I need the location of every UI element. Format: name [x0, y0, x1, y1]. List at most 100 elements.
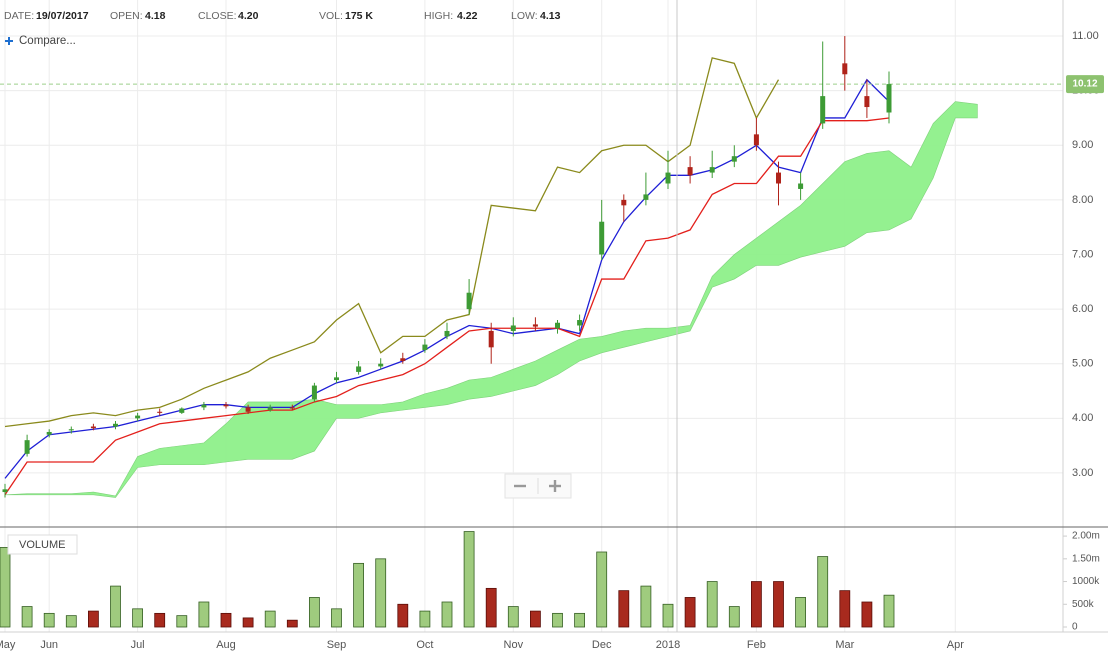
candle-body: [577, 320, 583, 326]
volume-tick-label: 500k: [1072, 599, 1095, 610]
indicator-line: [4, 117, 890, 496]
candle-body: [864, 96, 870, 108]
field-label: OPEN:: [110, 10, 143, 22]
volume-bar: [773, 581, 784, 628]
toolbar: DATE: 19/07/2017 OPEN: 4.18 CLOSE: 4.20 VOL: 17…: [4, 10, 561, 22]
volume-bar: [0, 547, 11, 628]
candle-body: [643, 194, 649, 200]
volume-bar: [706, 581, 718, 628]
field-value: 19/07/2017: [36, 10, 89, 22]
field-label: CLOSE:: [198, 10, 237, 22]
candle-body: [90, 426, 96, 429]
candle-body: [223, 404, 229, 407]
candle-body: [334, 377, 339, 381]
volume-tick-label: 1000k: [1072, 576, 1100, 587]
candle-body: [665, 172, 671, 184]
candle-body: [356, 366, 362, 372]
x-tick-label: Dec: [592, 639, 612, 651]
candle-body: [798, 183, 804, 189]
candle-body: [555, 322, 560, 329]
volume-bar: [397, 603, 409, 628]
last-price-label: 10.12: [1072, 79, 1097, 90]
candle-body: [444, 330, 450, 337]
volume-bar: [308, 597, 320, 628]
last-price-tag: [1066, 75, 1104, 94]
zoom-controls: [504, 473, 572, 499]
volume-bar: [353, 562, 365, 628]
candle-body: [157, 411, 163, 413]
field-value: 4.22: [457, 10, 478, 22]
cloud: [4, 101, 978, 498]
volume-bar: [463, 531, 475, 628]
volume-plot: [0, 531, 895, 628]
x-tick-label: Jul: [131, 639, 145, 651]
indicator-line: [4, 57, 780, 428]
y-tick-label: 9.00: [1072, 139, 1093, 151]
candle-body: [201, 404, 207, 408]
volume-label: VOLUME: [19, 539, 65, 551]
y-tick-label: 7.00: [1072, 248, 1093, 260]
volume-bar: [154, 612, 166, 628]
axes: 3.004.005.006.007.008.009.0010.0011.0005…: [0, 30, 1104, 651]
volume-bar: [795, 597, 806, 628]
candle-body: [532, 324, 538, 327]
candle-body: [24, 440, 30, 454]
volume-bar: [242, 617, 254, 628]
y-tick-label: 11.00: [1072, 30, 1099, 42]
volume-bar: [596, 551, 608, 628]
candle-body: [776, 172, 781, 184]
x-tick-label: Oct: [416, 639, 433, 651]
volume-bar: [375, 558, 387, 628]
candle-body: [113, 423, 118, 427]
candle-body: [709, 167, 715, 173]
volume-bar: [88, 610, 99, 628]
volume-bar: [485, 587, 497, 628]
candle-body: [466, 292, 472, 310]
candle-body: [400, 358, 406, 361]
volume-bar: [132, 608, 144, 628]
compare-label[interactable]: Compare...: [19, 35, 76, 47]
volume-bar: [264, 610, 276, 628]
candle-body: [820, 96, 826, 124]
volume-bar: [662, 603, 674, 628]
volume-bar: [198, 601, 210, 628]
y-tick-label: 6.00: [1072, 303, 1093, 315]
price-plot: [0, 36, 1063, 498]
volume-bar: [220, 612, 232, 628]
volume-tick-label: 2.00m: [1072, 531, 1100, 542]
candle-body: [886, 84, 892, 113]
x-tick-label: Nov: [504, 639, 524, 651]
x-tick-label: Aug: [216, 639, 236, 651]
candle-body: [245, 407, 251, 412]
field-value: 175 K: [345, 10, 373, 22]
candle-body: [422, 344, 428, 351]
volume-bar: [286, 619, 298, 628]
volume-bar: [331, 608, 342, 628]
candle-body: [731, 156, 737, 162]
volume-bar: [618, 590, 630, 628]
volume-bar: [574, 612, 585, 628]
field-label: VOL:: [319, 10, 343, 22]
candle-body: [135, 415, 141, 419]
volume-bar: [640, 585, 652, 628]
volume-bar: [65, 615, 77, 628]
candle-body: [753, 134, 759, 146]
volume-bar: [441, 601, 453, 628]
y-tick-label: 3.00: [1072, 467, 1093, 479]
candle-body: [687, 167, 693, 176]
x-tick-label: Mar: [835, 639, 854, 651]
candle-body: [510, 325, 516, 331]
candle-body: [378, 363, 384, 367]
candle-body: [68, 429, 74, 431]
x-tick-label: Jun: [40, 639, 58, 651]
field-label: DATE:: [4, 10, 34, 22]
volume-bar: [507, 606, 519, 628]
volume-bar: [751, 581, 762, 628]
candle-body: [621, 199, 627, 206]
x-tick-label: 2018: [656, 639, 680, 651]
compare-button[interactable]: Compare...: [5, 35, 76, 47]
volume-bar: [552, 612, 563, 628]
candle-body: [179, 408, 185, 413]
candle-body: [842, 63, 848, 75]
